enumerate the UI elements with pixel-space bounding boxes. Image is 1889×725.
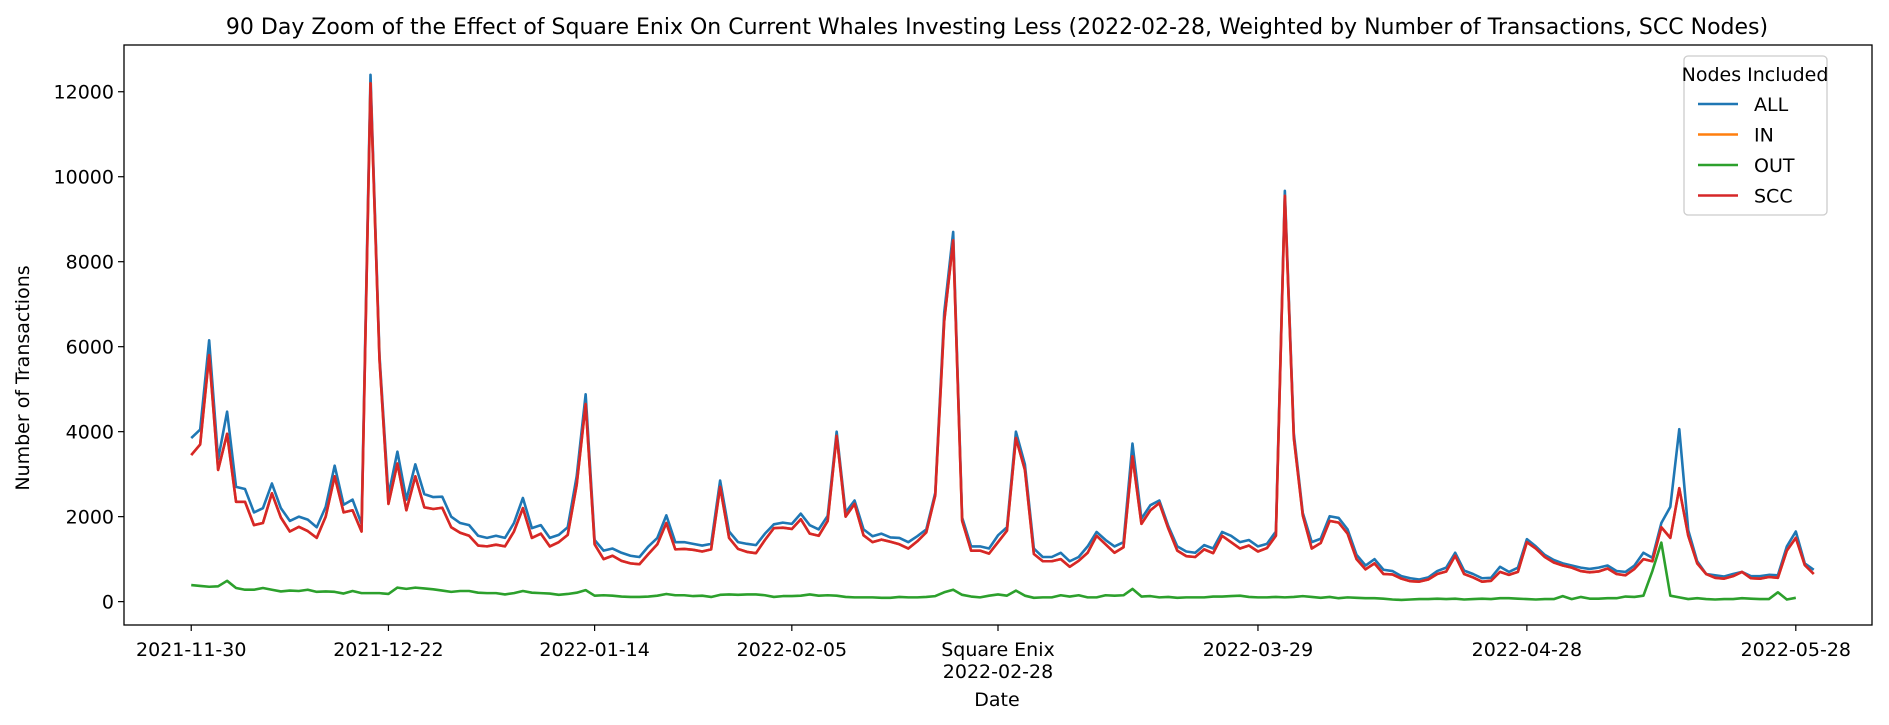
y-tick-label: 0 <box>102 592 114 614</box>
y-axis-label: Number of Transactions <box>12 265 34 490</box>
x-tick-label: 2021-12-22 <box>333 639 443 661</box>
y-tick-label: 2000 <box>66 507 114 529</box>
y-tick-label: 12000 <box>54 82 114 104</box>
series-line-out <box>191 541 1797 602</box>
legend-label-scc: SCC <box>1754 186 1793 208</box>
y-tick-label: 6000 <box>66 337 114 359</box>
plot-lines <box>190 73 1815 602</box>
legend-label-out: OUT <box>1754 155 1795 177</box>
legend-label-in: IN <box>1754 125 1774 147</box>
y-tick-label: 8000 <box>66 252 114 274</box>
x-tick-label: 2021-11-30 <box>136 639 246 661</box>
y-axis-ticks: 0 2000 4000 6000 8000 10000 12000 <box>54 82 124 614</box>
x-tick-label: 2022-02-05 <box>737 639 847 661</box>
x-axis-label: Date <box>974 689 1019 711</box>
x-tick-label: 2022-03-29 <box>1203 639 1313 661</box>
legend-title: Nodes Included <box>1682 64 1829 86</box>
legend-label-all: ALL <box>1754 94 1789 116</box>
y-tick-label: 10000 <box>54 167 114 189</box>
x-tick-label: 2022-05-28 <box>1741 639 1851 661</box>
chart-title: 90 Day Zoom of the Effect of Square Enix… <box>226 15 1768 40</box>
x-tick-label: 2022-01-14 <box>539 639 649 661</box>
series-line-all <box>190 73 1815 581</box>
legend-box <box>1683 55 1828 216</box>
x-tick-label: 2022-04-28 <box>1472 639 1582 661</box>
x-axis-ticks: 2021-11-30 2021-12-22 2022-01-14 2022-02-05… <box>136 625 1851 683</box>
legend: Nodes Included ALL IN OUT SCC <box>1682 55 1829 216</box>
axes-frame <box>123 44 1873 626</box>
y-tick-label: 4000 <box>66 422 114 444</box>
x-tick-label: Square Enix 2022-02-28 <box>941 639 1055 683</box>
series-line-scc <box>190 81 1815 583</box>
